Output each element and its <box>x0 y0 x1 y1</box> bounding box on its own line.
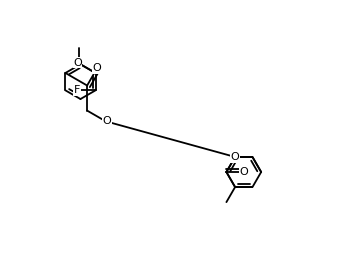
Text: O: O <box>240 167 248 177</box>
Text: O: O <box>231 152 239 162</box>
Text: O: O <box>73 58 82 68</box>
Text: O: O <box>102 116 111 126</box>
Text: F: F <box>74 85 80 95</box>
Text: O: O <box>93 63 101 73</box>
